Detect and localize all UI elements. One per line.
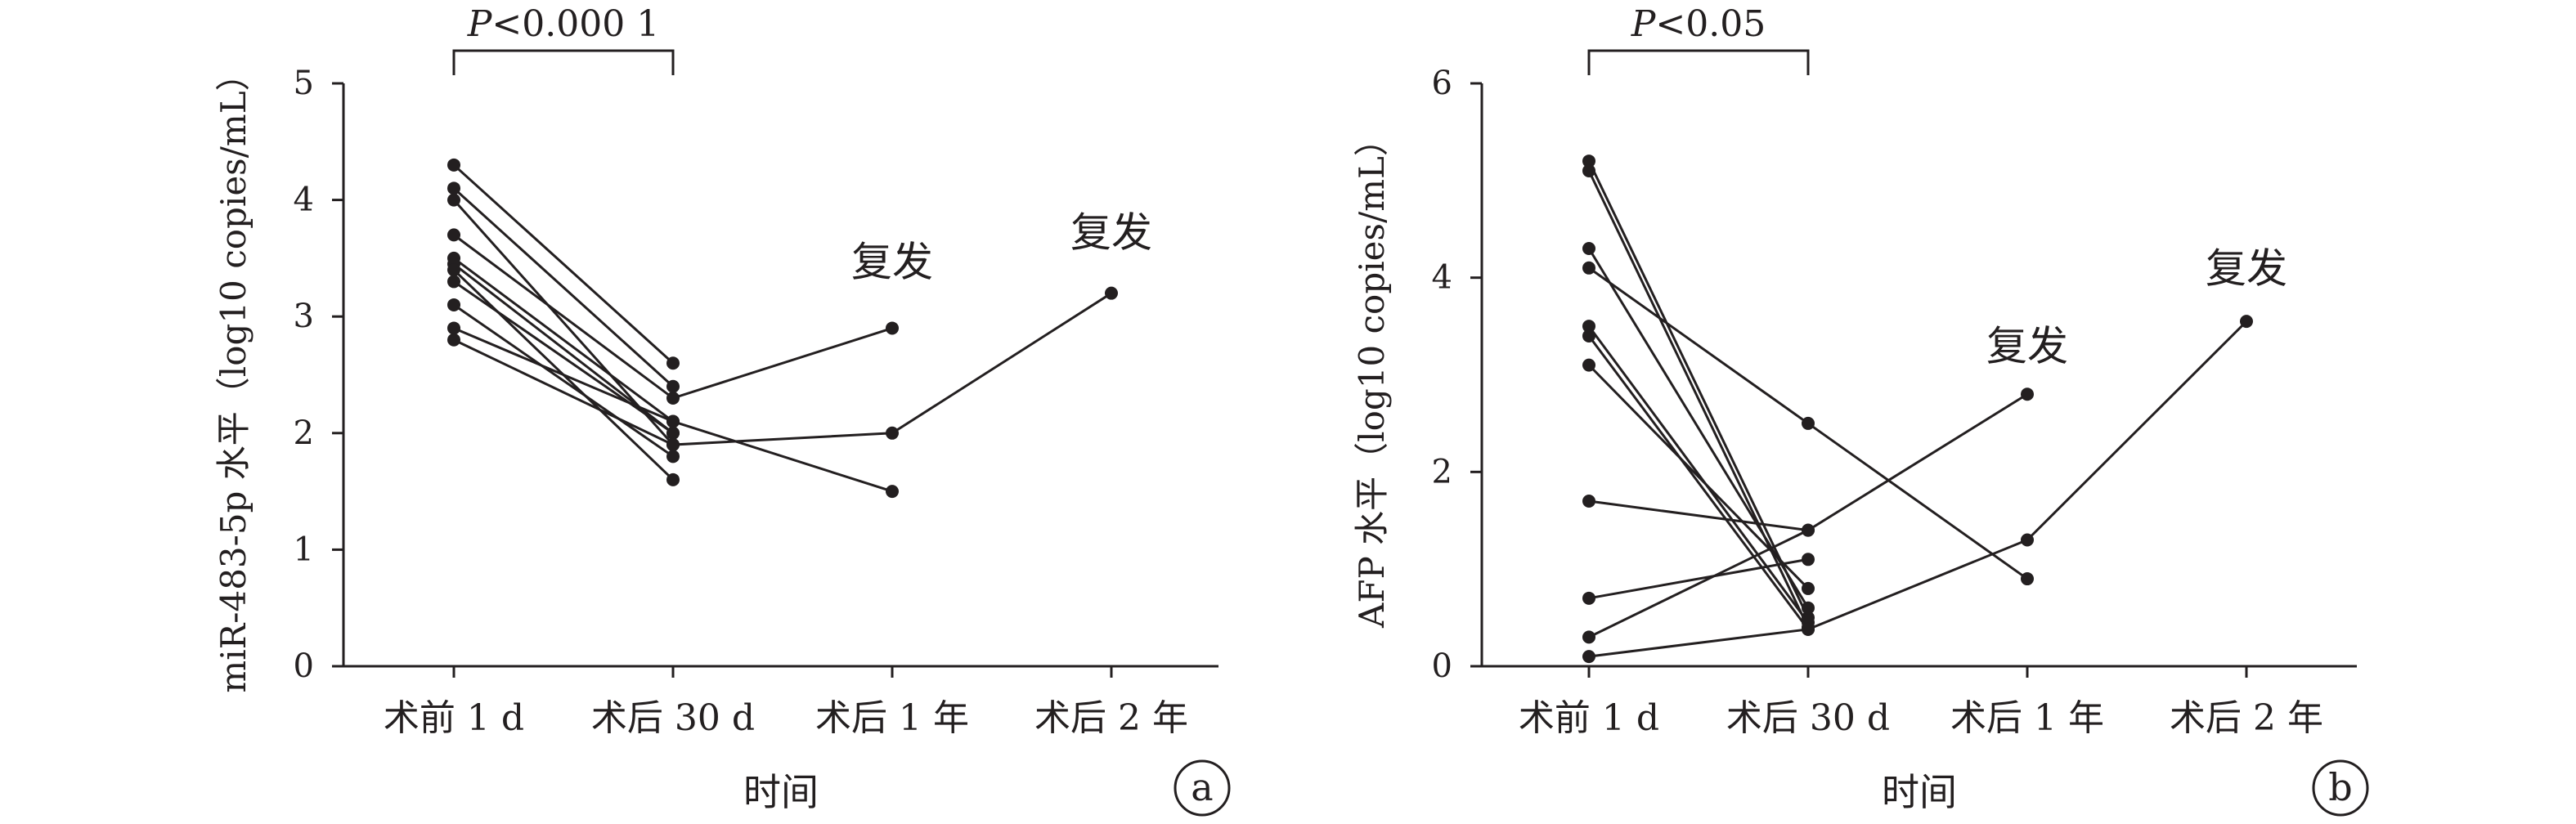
data-point	[666, 438, 680, 452]
p-value-symbol: P	[467, 3, 493, 45]
x-tick-label: 术后 2 年	[1034, 697, 1188, 739]
data-point	[1582, 591, 1595, 605]
recurrence-annotation: 复发	[851, 238, 933, 285]
data-point	[1802, 523, 1815, 537]
significance-bracket	[1587, 49, 1810, 75]
data-point	[447, 193, 460, 207]
x-tick-label: 术后 30 d	[591, 697, 755, 739]
data-point	[447, 263, 460, 277]
p-value-symbol: P	[1631, 3, 1657, 45]
data-point	[1582, 650, 1595, 664]
x-tick-label: 术后 30 d	[1726, 697, 1890, 739]
data-point	[1582, 630, 1595, 644]
data-point	[447, 181, 460, 195]
data-point	[1582, 261, 1595, 275]
data-point	[1582, 154, 1595, 168]
series-line	[1587, 364, 1810, 589]
p-value-label: P<0.000 1	[467, 3, 659, 45]
x-tick-label: 术后 1 年	[1950, 697, 2104, 739]
series-line	[453, 303, 674, 458]
y-tick-label: 6	[1432, 65, 1452, 102]
series-line	[452, 187, 675, 387]
data-point	[447, 275, 460, 289]
data-point	[666, 392, 680, 405]
data-point	[1582, 358, 1595, 372]
data-point	[666, 426, 680, 440]
data-point	[886, 485, 899, 499]
data-point	[1802, 601, 1815, 615]
x-tick-label: 术后 1 年	[815, 697, 969, 739]
p-value-threshold: <0.000 1	[491, 3, 659, 45]
data-point	[1582, 242, 1595, 256]
data-point	[1582, 320, 1595, 334]
series-line	[453, 280, 674, 435]
data-point	[1582, 494, 1595, 508]
recurrence-annotation: 复发	[2206, 245, 2287, 293]
data-point	[666, 450, 680, 464]
data-point	[666, 356, 680, 370]
data-point	[1105, 286, 1118, 300]
data-point	[666, 472, 680, 486]
data-point	[1582, 329, 1595, 343]
recurrence-annotation: 复发	[1986, 323, 2068, 370]
data-point	[886, 426, 899, 440]
data-point	[1802, 416, 1815, 430]
x-tick-label: 术后 2 年	[2170, 697, 2323, 739]
x-axis-title: 时间	[1882, 770, 1957, 814]
data-point	[447, 333, 460, 347]
y-axis-title: AFP 水平（log10 copies/mL）	[1352, 122, 1392, 629]
y-tick-label: 2	[1432, 453, 1452, 490]
y-tick-label: 5	[294, 65, 314, 102]
series-line	[1588, 320, 2248, 658]
x-axis-title: 时间	[743, 770, 819, 814]
series-line	[1588, 558, 1809, 600]
x-tick-label: 术前 1 d	[1519, 697, 1659, 739]
y-tick-label: 0	[294, 647, 314, 685]
data-point	[447, 298, 460, 311]
series-line	[1587, 325, 1810, 624]
significance-bracket	[452, 49, 675, 75]
data-point	[666, 414, 680, 428]
recurrence-annotation: 复发	[1070, 209, 1152, 257]
y-tick-label: 3	[294, 298, 314, 335]
x-tick-label: 术前 1 d	[384, 697, 524, 739]
data-point	[2021, 533, 2034, 547]
panel-label-circle	[2312, 759, 2369, 817]
series-line	[1587, 335, 1810, 630]
data-point	[1802, 581, 1815, 595]
series-line	[1588, 499, 1809, 532]
data-point	[2021, 387, 2034, 401]
chart-panel-b: 0 2 4 6 术前 1 d 术后 30 d 术后 1 年 术后 2 年时间 AFP 水平（lo…	[1352, 3, 2369, 817]
series-line	[453, 327, 893, 493]
y-tick-label: 4	[1432, 259, 1452, 297]
data-point	[447, 228, 460, 242]
series-line	[1587, 160, 1810, 619]
series-line	[453, 292, 1112, 446]
series-line	[453, 234, 893, 400]
y-tick-label: 0	[1432, 647, 1452, 685]
data-point	[886, 321, 899, 335]
y-axis-title: miR-483-5p 水平（log10 copies/mL）	[213, 56, 254, 692]
data-point	[1582, 163, 1595, 177]
data-point	[666, 379, 680, 393]
panel-label: b	[2328, 765, 2352, 809]
data-point	[2240, 315, 2253, 329]
data-point	[447, 158, 460, 172]
chart-panel-a: 0 1 2 3 4 5 术前 1 d 术后 30 d 术后 1 年 术后 2 年时间 miR-483…	[213, 3, 1231, 817]
y-tick-label: 1	[294, 531, 314, 568]
panel-label-circle	[1174, 759, 1231, 817]
p-value-threshold: <0.05	[1655, 3, 1766, 45]
panel-label: a	[1191, 765, 1213, 809]
series-line	[452, 163, 675, 365]
data-point	[1802, 622, 1815, 636]
series-line	[453, 257, 674, 423]
data-point	[2021, 572, 2034, 586]
data-point	[447, 321, 460, 335]
p-value-label: P<0.05	[1631, 3, 1766, 45]
y-tick-label: 4	[294, 181, 314, 219]
y-tick-label: 2	[294, 414, 314, 452]
data-point	[1802, 553, 1815, 566]
